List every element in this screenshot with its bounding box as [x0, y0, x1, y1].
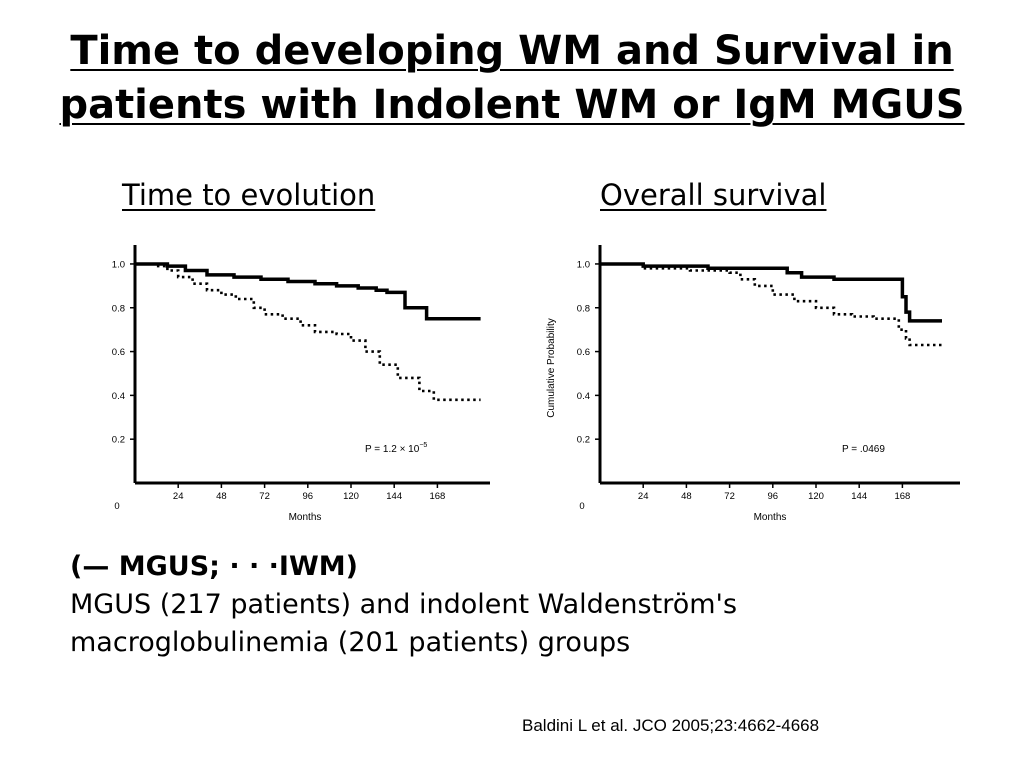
y-tick-label: 0.8 — [112, 303, 125, 314]
y-tick-label: 0.4 — [577, 391, 590, 402]
x-tick-label: 72 — [259, 491, 270, 502]
legend-open-paren: ( — [70, 551, 83, 582]
y-tick-label: 0.8 — [577, 303, 590, 314]
y-axis-label: Cumulative Probability — [546, 318, 557, 418]
series-line-iwm — [600, 262, 942, 347]
legend-line: (— MGUS; · · ·IWM) — [70, 548, 737, 586]
left-panel-title: Time to evolution — [122, 178, 376, 212]
slide-title-line-2: patients with Indolent WM or IgM MGUS — [59, 82, 965, 128]
series-line-iwm — [135, 262, 481, 402]
slide-title-line-1: Time to developing WM and Survival in — [70, 28, 954, 74]
x-tick-label: 96 — [768, 491, 779, 502]
y-tick-label: 1.0 — [577, 259, 590, 270]
citation: Baldini L et al. JCO 2005;23:4662-4668 — [522, 716, 820, 735]
x-tick-label: 144 — [386, 491, 402, 502]
legend-iwm-label: IWM) — [278, 551, 358, 582]
figure-caption: (— MGUS; · · ·IWM) MGUS (217 patients) a… — [70, 548, 737, 662]
x-tick-label: 24 — [638, 491, 649, 502]
x-tick-label: 48 — [216, 491, 227, 502]
y-tick-label: 0.2 — [112, 435, 125, 446]
x-tick-label: 48 — [681, 491, 692, 502]
p-value-annotation: P = .0469 — [842, 444, 885, 455]
x-axis-label: Months — [289, 512, 322, 523]
y-tick-label: 0.4 — [112, 391, 125, 402]
legend-solid-line-glyph: — — [82, 551, 110, 582]
x-tick-label-origin: 0 — [579, 501, 584, 512]
slide-title: Time to developing WM and Survival in pa… — [0, 24, 1024, 132]
x-tick-label: 168 — [429, 491, 445, 502]
x-tick-label: 24 — [173, 491, 184, 502]
y-tick-label: 0.6 — [112, 347, 125, 358]
caption-line-2: MGUS (217 patients) and indolent Waldens… — [70, 589, 738, 620]
legend-mgus-label: MGUS; — [109, 551, 230, 582]
x-tick-label: 72 — [724, 491, 735, 502]
y-tick-label: 1.0 — [112, 259, 125, 270]
x-axis-label: Months — [754, 512, 787, 523]
legend-dotted-line-glyph: · · · — [229, 551, 279, 582]
x-tick-label: 120 — [343, 491, 359, 502]
right-panel-title: Overall survival — [600, 178, 827, 212]
p-value-annotation: P = 1.2 × 10−5 — [365, 442, 427, 455]
overall-survival-chart: 0.2 0.4 0.6 0.8 1.0 0 24 48 72 96 120 144 168 Months C… — [546, 245, 960, 523]
x-tick-label: 96 — [303, 491, 314, 502]
x-tick-label-origin: 0 — [114, 501, 119, 512]
y-tick-label: 0.2 — [577, 435, 590, 446]
x-tick-label: 120 — [808, 491, 824, 502]
series-line-mgus — [600, 262, 942, 323]
time-to-evolution-chart: 0.2 0.4 0.6 0.8 1.0 0 24 48 72 96 120 144 168 Months P… — [112, 245, 490, 523]
p-value-exponent: −5 — [419, 442, 427, 449]
caption-line-3: macroglobulinemia (201 patients) groups — [70, 627, 631, 658]
x-tick-label: 144 — [851, 491, 867, 502]
series-line-mgus — [135, 262, 481, 321]
x-tick-label: 168 — [894, 491, 910, 502]
y-tick-label: 0.6 — [577, 347, 590, 358]
